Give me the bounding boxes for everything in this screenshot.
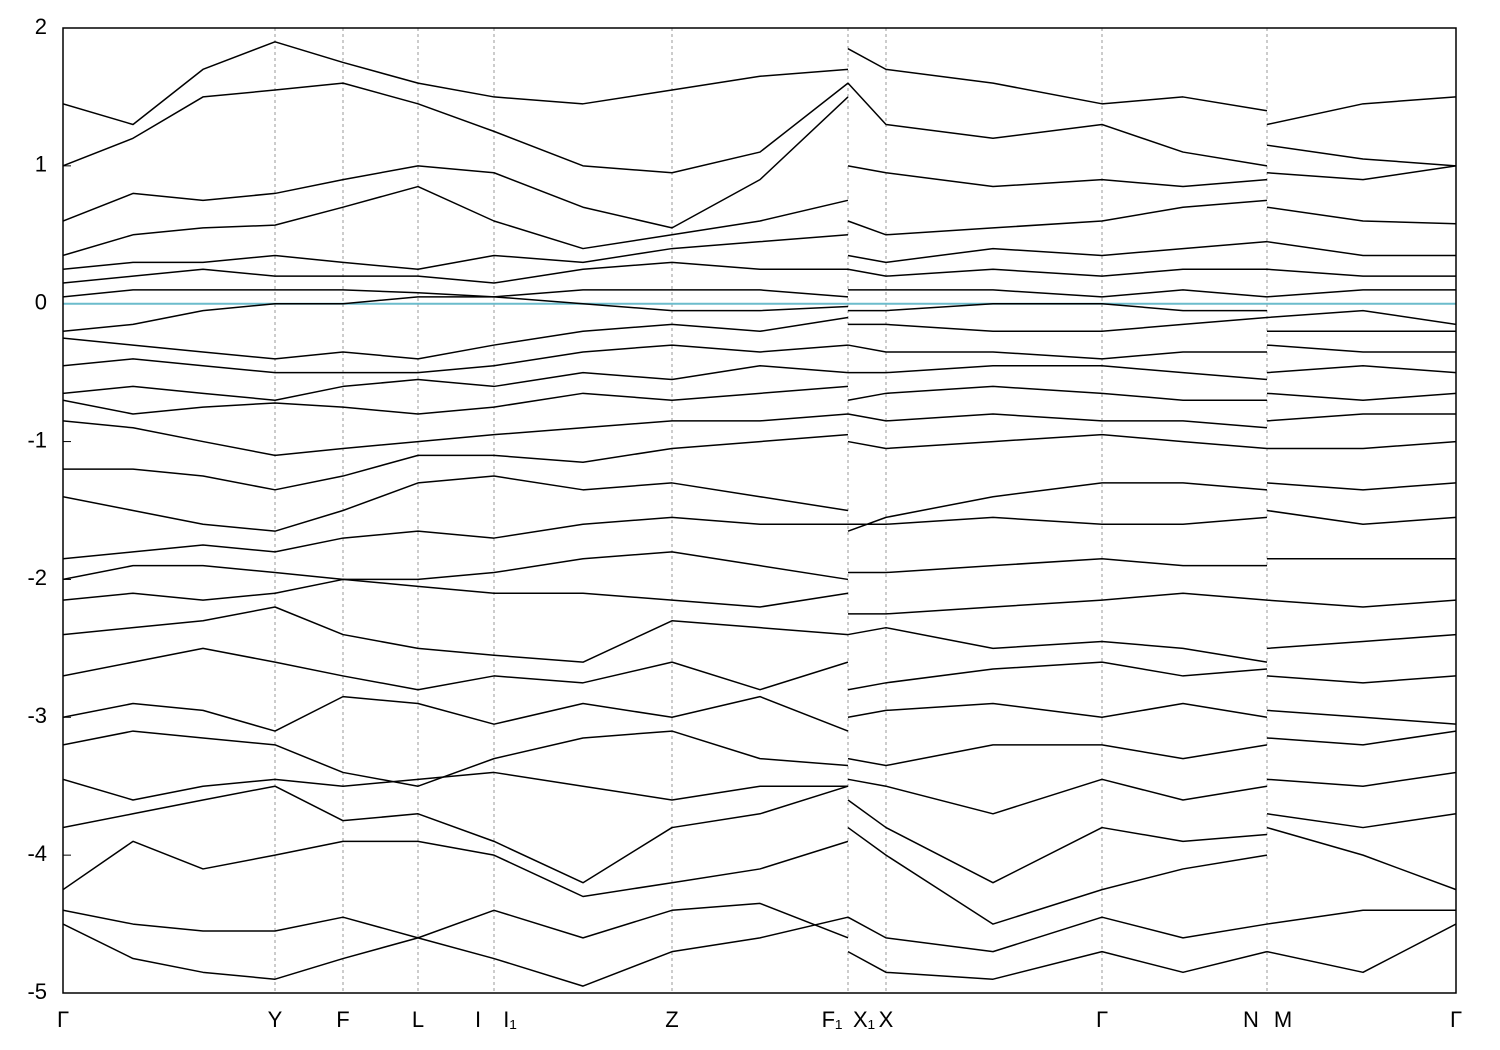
band	[63, 82, 1456, 174]
band	[63, 261, 1456, 284]
x-tick-label: F	[336, 1007, 349, 1032]
band	[63, 826, 1456, 925]
band	[63, 296, 1456, 333]
band	[63, 785, 1456, 884]
band	[63, 365, 1456, 401]
x-tick-label: F₁	[822, 1007, 843, 1032]
x-tick-label: I	[475, 1007, 481, 1032]
band	[63, 902, 1456, 953]
y-tick-label: -4	[27, 841, 47, 866]
x-tick-label: N	[1243, 1007, 1259, 1032]
band	[63, 578, 1456, 615]
band	[63, 289, 1456, 298]
bands	[63, 41, 1456, 987]
x-tick-label: X₁	[853, 1007, 875, 1032]
band	[63, 96, 1456, 229]
band	[63, 433, 1456, 491]
band	[63, 509, 1456, 560]
band	[63, 41, 1456, 126]
x-tick-label: Y	[268, 1007, 283, 1032]
x-tick-label: L	[412, 1007, 424, 1032]
band	[63, 475, 1456, 532]
x-tick-label: I₁	[503, 1007, 517, 1032]
band	[63, 185, 1456, 257]
plot-frame	[62, 27, 1457, 994]
y-tick-label: -5	[27, 979, 47, 1004]
band	[63, 551, 1456, 581]
band	[63, 695, 1456, 732]
x-tick-label: M	[1274, 1007, 1292, 1032]
x-tick-label: Γ	[1450, 1007, 1462, 1032]
band	[63, 916, 1456, 987]
band	[63, 413, 1456, 457]
band	[63, 771, 1456, 815]
band	[63, 344, 1456, 374]
y-tick-label: 1	[35, 152, 47, 177]
y-tick-label: -3	[27, 703, 47, 728]
x-tick-label: Z	[665, 1007, 678, 1032]
x-tick-label: Γ	[1096, 1007, 1108, 1032]
band	[63, 606, 1456, 663]
axis-labels: -5 -4 -3 -2 -1 0 1 2 Γ Y F L I I₁ Z F₁ X₁ X Γ N M Γ	[27, 14, 1462, 1032]
y-tick-label: 0	[35, 290, 47, 315]
y-tick-label: -1	[27, 427, 47, 452]
x-tick-label: Γ	[57, 1007, 69, 1032]
y-tick-label: 2	[35, 14, 47, 39]
band	[63, 316, 1456, 360]
band	[63, 647, 1456, 691]
band	[63, 234, 1456, 270]
band	[63, 385, 1456, 415]
band	[63, 730, 1456, 787]
y-tick-label: -2	[27, 565, 47, 590]
x-tick-label: X	[879, 1007, 894, 1032]
grid	[62, 27, 1457, 994]
